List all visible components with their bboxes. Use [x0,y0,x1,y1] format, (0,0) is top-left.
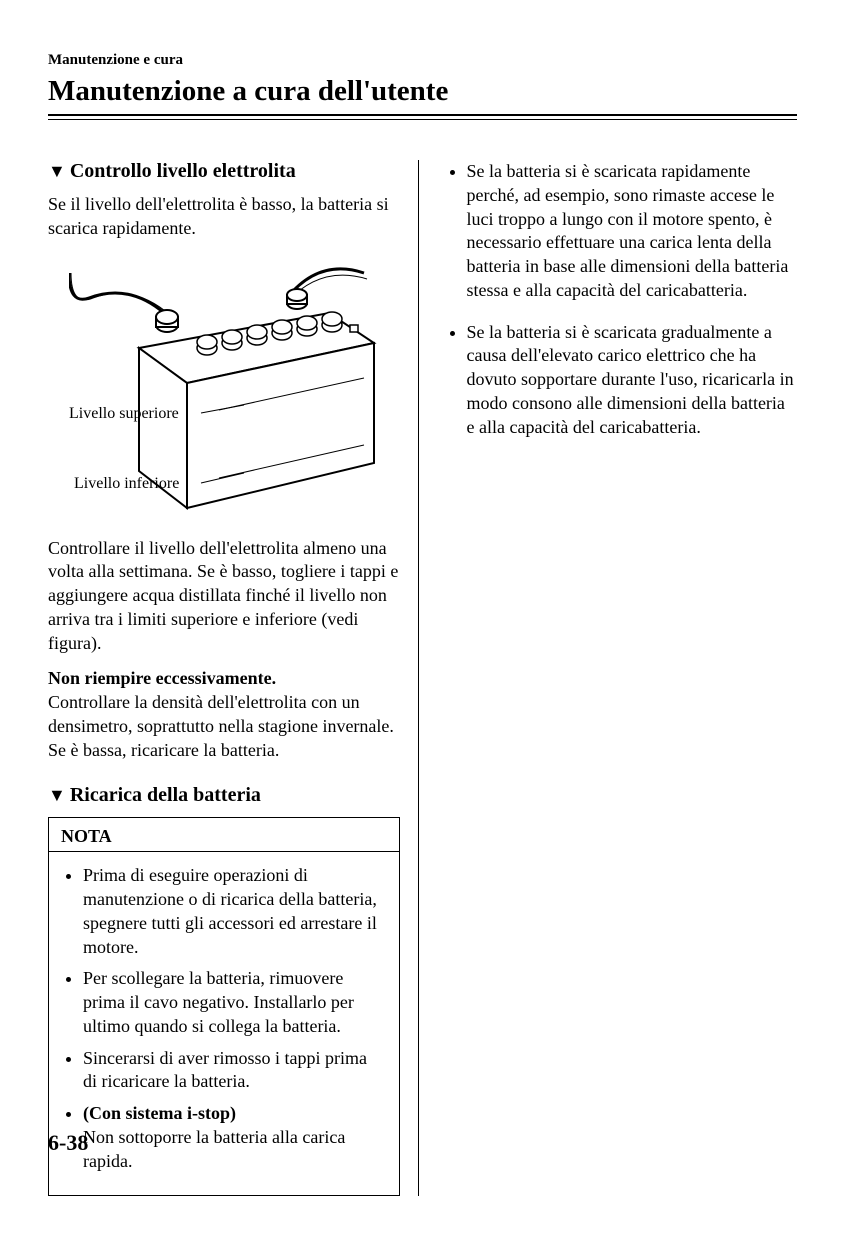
figure-label-lower: Livello inferiore [74,475,179,492]
right-bullet-list: Se la batteria si è scaricata rapidament… [445,160,798,439]
columns: ▼ Controllo livello elettrolita Se il li… [48,160,797,1196]
note-item-bold: (Con sistema i-stop) [83,1103,236,1123]
figure-label-upper: Livello superiore [69,405,179,422]
page-title: Manutenzione a cura dell'utente [48,75,797,108]
para-density-bold: Non riempire eccessivamente. [48,668,276,688]
note-item: Prima di eseguire operazioni di manutenz… [83,864,385,959]
note-list: Prima di eseguire operazioni di manutenz… [49,852,399,1195]
note-item-text: Non sottoporre la batteria alla carica r… [83,1127,345,1171]
para-check-level: Controllare il livello dell'elettrolita … [48,537,400,656]
note-item: (Con sistema i-stop) Non sottoporre la b… [83,1102,385,1173]
intro-text: Se il livello dell'elettrolita è basso, … [48,193,400,241]
page: Manutenzione e cura Manutenzione a cura … [0,0,845,1236]
note-box: NOTA Prima di eseguire operazioni di man… [48,817,400,1196]
para-density-rest: Controllare la densità dell'elettrolita … [48,692,394,760]
heading-text: Controllo livello elettrolita [70,160,296,183]
page-number: 6-38 [48,1130,88,1156]
battery-figure: Livello superiore Livello inferiore [69,253,379,523]
section-heading-recharge: ▼ Ricarica della batteria [48,784,400,807]
right-bullet: Se la batteria si è scaricata rapidament… [467,160,798,303]
triangle-icon: ▼ [48,785,66,806]
left-column: ▼ Controllo livello elettrolita Se il li… [48,160,419,1196]
title-rule [48,114,797,120]
heading-text: Ricarica della batteria [70,784,261,807]
para-density: Non riempire eccessivamente. Controllare… [48,667,400,762]
right-column: Se la batteria si è scaricata rapidament… [427,160,798,1196]
note-title: NOTA [49,818,399,851]
breadcrumb: Manutenzione e cura [48,52,797,69]
note-item: Sincerarsi di aver rimosso i tappi prima… [83,1047,385,1095]
triangle-icon: ▼ [48,161,66,182]
note-item: Per scollegare la batteria, rimuovere pr… [83,967,385,1038]
right-bullet: Se la batteria si è scaricata gradualmen… [467,321,798,440]
section-heading-electrolyte: ▼ Controllo livello elettrolita [48,160,400,183]
